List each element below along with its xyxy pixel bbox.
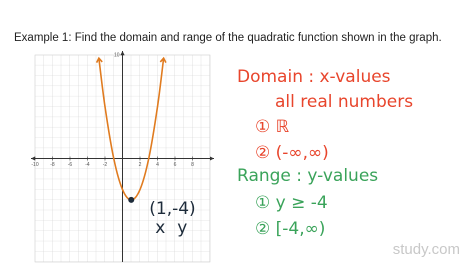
x-note: x: [155, 218, 165, 238]
domain-item: ② (-∞,∞): [255, 143, 329, 163]
x-tick-label: 4: [156, 162, 159, 168]
domain-item: ① ℝ: [255, 117, 290, 137]
x-tick-label: 6: [174, 162, 177, 168]
domain-heading: Domain : x-values: [237, 67, 391, 87]
vertex-label: (1,-4): [149, 199, 195, 219]
watermark: study.com: [393, 241, 460, 258]
y-tick-label: 10: [114, 52, 120, 58]
curve-arrow: [95, 56, 103, 64]
range-item: ② [-4,∞): [255, 219, 325, 239]
title: Example 1: Find the domain and range of …: [14, 32, 442, 44]
x-tick-label: -10: [31, 162, 38, 168]
domain-text: all real numbers: [275, 92, 413, 112]
range-item: ① y ≥ -4: [255, 193, 328, 213]
x-tick-label: -8: [50, 162, 55, 168]
y-note: y: [177, 218, 187, 238]
range-heading: Range : y-values: [237, 166, 378, 186]
vertex-point: [128, 196, 135, 203]
x-tick-label: -2: [103, 162, 108, 168]
x-tick-label: -4: [85, 162, 90, 168]
x-tick-label: 2: [139, 162, 142, 168]
y-arrow: [120, 51, 125, 55]
x-tick-label: -6: [68, 162, 73, 168]
x-tick-label: 8: [191, 162, 194, 168]
curve-arrow: [159, 56, 167, 64]
